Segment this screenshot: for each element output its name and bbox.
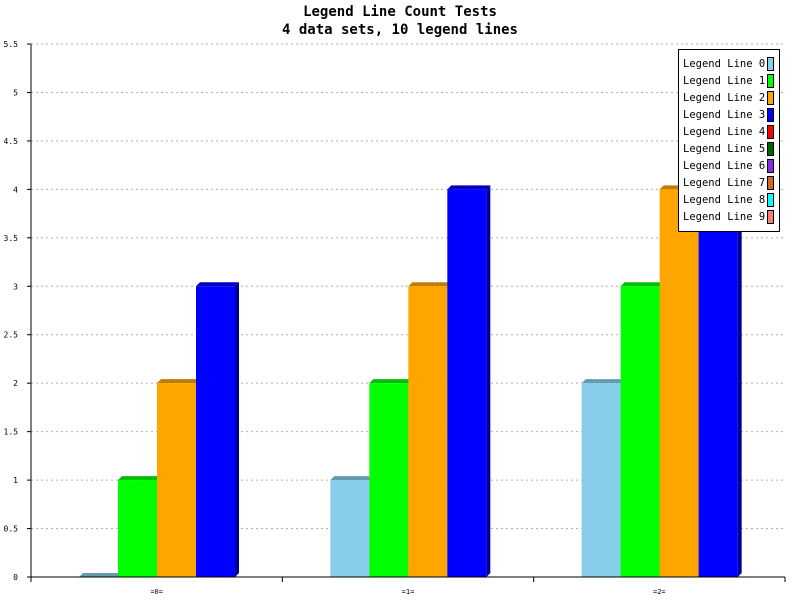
legend-label: Legend Line 8 (683, 194, 766, 206)
legend-item: Legend Line 3 (683, 108, 779, 123)
bar (369, 379, 413, 577)
x-tick-labels: =0= =1= =2= (150, 588, 665, 596)
bar (620, 282, 664, 577)
legend-swatch (767, 57, 774, 71)
legend-swatch (767, 91, 774, 105)
legend-label: Legend Line 7 (683, 177, 766, 189)
y-tick-label: 3 (13, 282, 18, 291)
legend-item: Legend Line 5 (683, 142, 779, 157)
legend-swatch (767, 108, 774, 122)
y-tick-label: 5.5 (4, 40, 19, 49)
bar (157, 379, 200, 577)
y-tick-label: 3.5 (4, 234, 19, 243)
legend-item: Legend Line 0 (683, 57, 779, 72)
y-tick-labels: 0 0.5 1 1.5 2 2.5 3 3.5 4 4.5 5 5.5 (4, 40, 19, 582)
y-tick-label: 0 (13, 573, 18, 582)
legend-label: Legend Line 0 (683, 58, 766, 70)
y-tick-label: 4 (13, 185, 18, 194)
y-tick-label: 2.5 (4, 331, 19, 340)
legend-swatch (767, 142, 774, 156)
y-tick-label: 0.5 (4, 525, 19, 534)
bar (330, 476, 374, 577)
legend-item: Legend Line 2 (683, 91, 779, 106)
legend-swatch (767, 210, 774, 224)
legend-swatch (767, 159, 774, 173)
legend-swatch (767, 176, 774, 190)
y-tick-label: 1 (13, 476, 18, 485)
bar (659, 185, 703, 577)
legend-swatch (767, 193, 774, 207)
legend-label: Legend Line 6 (683, 160, 766, 172)
bar (408, 282, 452, 577)
y-tick-label: 2 (13, 379, 18, 388)
legend-label: Legend Line 1 (683, 75, 766, 87)
x-tick-label: =2= (653, 588, 666, 596)
legend-item: Legend Line 9 (683, 210, 779, 225)
y-tick-label: 1.5 (4, 428, 19, 437)
legend-swatch (767, 125, 774, 139)
legend-item: Legend Line 4 (683, 125, 779, 140)
legend: Legend Line 0 Legend Line 1 Legend Line 2 L… (678, 49, 780, 232)
legend-swatch (767, 74, 774, 88)
legend-item: Legend Line 6 (683, 159, 779, 174)
x-tick-label: =0= (150, 588, 163, 596)
bar (196, 282, 239, 577)
bars (79, 88, 742, 578)
legend-label: Legend Line 5 (683, 143, 766, 155)
bar (118, 476, 161, 577)
chart-title: Legend Line Count Tests (303, 4, 497, 20)
legend-label: Legend Line 4 (683, 126, 766, 138)
x-tick-label: =1= (402, 588, 415, 596)
legend-item: Legend Line 7 (683, 176, 779, 191)
bar (79, 573, 122, 577)
legend-label: Legend Line 9 (683, 211, 766, 223)
legend-item: Legend Line 1 (683, 74, 779, 89)
legend-item: Legend Line 8 (683, 193, 779, 208)
axes (27, 43, 786, 582)
y-tick-label: 4.5 (4, 137, 19, 146)
bar (447, 185, 491, 577)
chart-subtitle: 4 data sets, 10 legend lines (281, 22, 518, 38)
bar (581, 379, 625, 577)
legend-label: Legend Line 3 (683, 109, 766, 121)
y-tick-label: 5 (13, 88, 18, 97)
legend-label: Legend Line 2 (683, 92, 766, 104)
